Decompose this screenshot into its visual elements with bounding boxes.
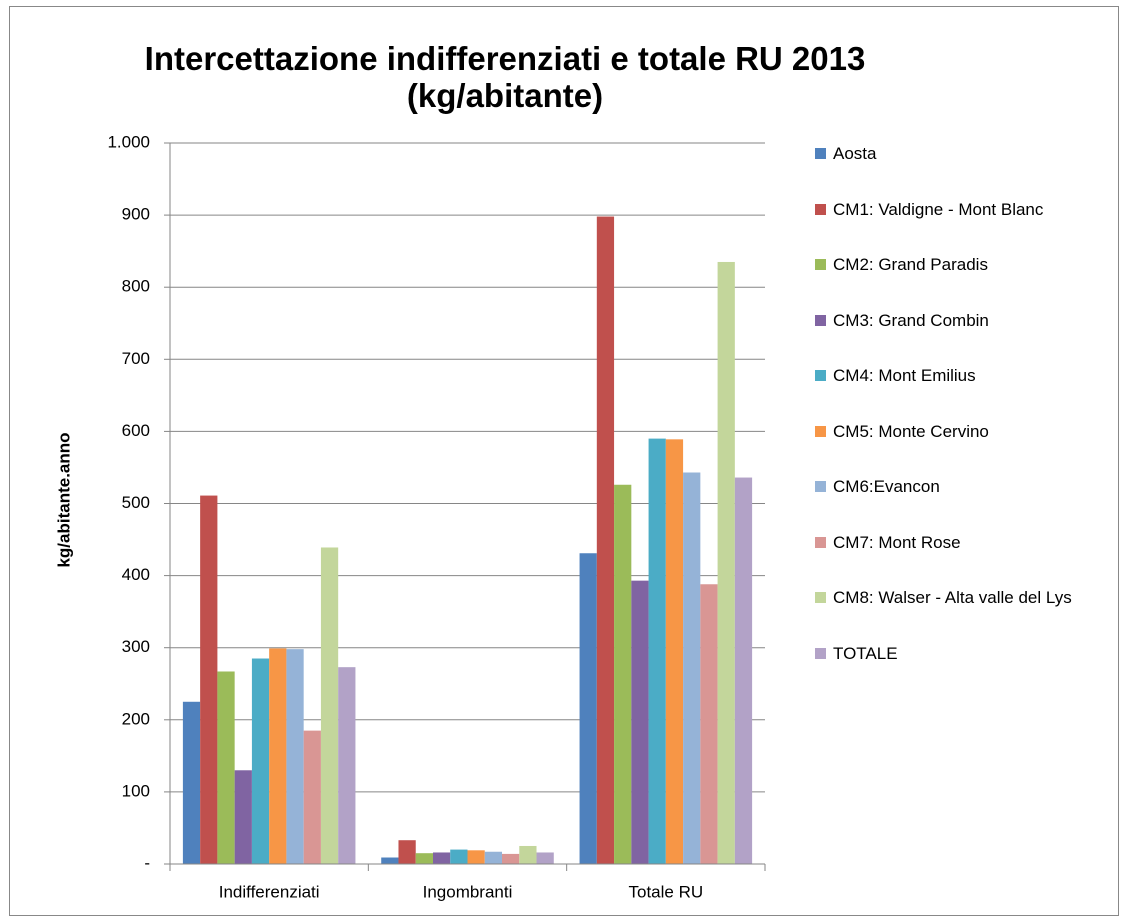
legend-swatch bbox=[815, 203, 826, 215]
legend-item: CM4: Mont Emilius bbox=[815, 362, 1123, 390]
bar bbox=[234, 770, 252, 864]
legend-label: CM7: Mont Rose bbox=[833, 532, 961, 552]
legend-label: CM3: Grand Combin bbox=[833, 310, 989, 330]
y-tick-label: 700 bbox=[122, 349, 150, 368]
legend-item: CM2: Grand Paradis bbox=[815, 251, 1123, 279]
legend-swatch bbox=[815, 425, 826, 437]
legend-label: CM2: Grand Paradis bbox=[833, 255, 988, 274]
y-tick-label: 100 bbox=[122, 781, 150, 800]
bar bbox=[415, 853, 433, 864]
legend-label: Aosta bbox=[833, 144, 877, 163]
bar bbox=[484, 851, 503, 864]
bar bbox=[320, 547, 339, 864]
y-tick-label: 600 bbox=[122, 421, 150, 440]
legend-label: CM1: Valdigne - Mont Blanc bbox=[833, 199, 1044, 219]
bar bbox=[251, 658, 270, 864]
bar bbox=[717, 261, 735, 865]
legend-item: TOTALE bbox=[815, 640, 1123, 668]
bar bbox=[502, 853, 520, 864]
y-tick-label: 800 bbox=[122, 277, 150, 296]
y-tick-label: 300 bbox=[122, 637, 150, 656]
legend-swatch bbox=[815, 536, 826, 548]
bar bbox=[303, 730, 321, 864]
bar bbox=[631, 580, 649, 864]
bar bbox=[398, 840, 416, 864]
legend-swatch bbox=[815, 259, 826, 270]
legend-item: CM8: Walser - Alta valle del Lys bbox=[815, 584, 1123, 612]
bar bbox=[665, 439, 684, 864]
bar bbox=[182, 701, 201, 864]
y-tick-label: 1.000 bbox=[107, 132, 150, 151]
bar bbox=[381, 857, 399, 864]
bar bbox=[450, 849, 468, 864]
bar bbox=[536, 852, 554, 864]
x-tick-label: Totale RU bbox=[629, 882, 704, 901]
legend-item: CM5: Monte Cervino bbox=[815, 418, 1123, 446]
bar bbox=[683, 472, 701, 864]
legend-item: CM3: Grand Combin bbox=[815, 307, 1123, 335]
bar bbox=[269, 648, 287, 864]
bar bbox=[519, 845, 537, 864]
legend-swatch bbox=[815, 370, 826, 381]
bar bbox=[648, 438, 666, 864]
bar bbox=[596, 216, 615, 865]
bar bbox=[614, 484, 632, 864]
y-tick-label: 400 bbox=[122, 565, 150, 584]
legend-label: CM8: Walser - Alta valle del Lys bbox=[833, 588, 1072, 607]
bar bbox=[217, 671, 235, 864]
bar bbox=[734, 477, 753, 864]
legend-item: CM7: Mont Rose bbox=[815, 529, 1123, 557]
legend-swatch bbox=[815, 647, 826, 659]
y-axis-label: kg/abitante.anno bbox=[54, 432, 73, 567]
y-tick-label: 500 bbox=[122, 493, 150, 512]
legend-item: CM1: Valdigne - Mont Blanc bbox=[815, 196, 1123, 224]
bar bbox=[432, 852, 451, 864]
bar bbox=[700, 584, 718, 864]
legend-item: CM6:Evancon bbox=[815, 473, 1123, 501]
y-tick-label: 200 bbox=[122, 709, 150, 728]
legend-swatch bbox=[815, 148, 826, 159]
bar bbox=[200, 495, 218, 864]
x-tick-label: Ingombranti bbox=[423, 882, 513, 901]
legend-label: CM6:Evancon bbox=[833, 477, 940, 496]
bar bbox=[467, 850, 485, 864]
chart-title: Intercettazione indifferenziati e totale… bbox=[144, 40, 866, 114]
legend-swatch bbox=[815, 314, 826, 326]
bar bbox=[338, 667, 356, 864]
legend-label: TOTALE bbox=[833, 643, 898, 663]
bar bbox=[579, 553, 597, 864]
x-tick-label: Indifferenziati bbox=[219, 882, 320, 901]
y-tick-label: - bbox=[144, 853, 150, 872]
legend-item: Aosta bbox=[815, 140, 1123, 168]
legend-label: CM5: Monte Cervino bbox=[833, 421, 989, 441]
bar bbox=[286, 649, 304, 864]
chart-border bbox=[9, 6, 1119, 916]
y-tick-label: 900 bbox=[122, 205, 150, 224]
legend-swatch bbox=[815, 481, 826, 492]
legend-label: CM4: Mont Emilius bbox=[833, 366, 976, 385]
legend-swatch bbox=[815, 592, 826, 603]
